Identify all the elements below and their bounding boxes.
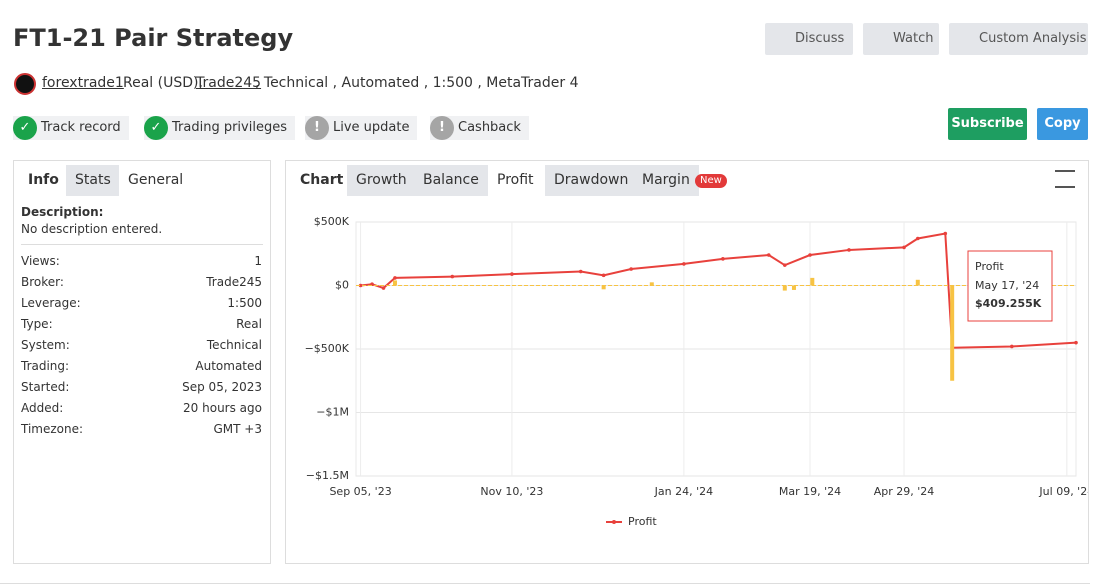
divider	[0, 583, 1090, 584]
point	[601, 273, 606, 278]
legend-label: Profit	[628, 515, 657, 528]
info-value: GMT +3	[213, 422, 263, 436]
page-title: FT1-21 Pair Strategy	[13, 24, 294, 52]
point	[381, 286, 386, 290]
tooltip-name: Profit	[975, 260, 1004, 273]
new-badge: New	[695, 174, 727, 188]
badge: Trading privileges	[144, 116, 295, 140]
x-tick-label: Jul 09, '24	[1038, 485, 1088, 498]
info-label: Timezone:	[21, 422, 84, 436]
copy-button[interactable]: Copy	[1037, 108, 1088, 140]
bar	[810, 277, 815, 286]
y-tick-label: $0	[335, 279, 349, 292]
x-tick-label: Jan 24, '24	[654, 485, 713, 498]
bar	[791, 285, 796, 290]
point	[915, 236, 920, 241]
tooltip	[967, 250, 1053, 322]
header-button[interactable]: Discuss	[765, 23, 853, 55]
info-value: Automated	[195, 359, 262, 373]
header-button[interactable]: Custom Analysis	[949, 23, 1088, 55]
y-tick-label: $500K	[314, 215, 350, 228]
chart-tab[interactable]: Balance	[414, 165, 488, 196]
info-label: Views:	[21, 254, 60, 268]
point	[682, 262, 686, 266]
chart: $500K $0 −$500K −$1M −$1.5M Sep 05, '23 Nov 10…	[305, 215, 1088, 528]
info-tab[interactable]: Info	[19, 165, 68, 196]
user-link[interactable]: forextrade1	[42, 75, 124, 91]
point	[943, 231, 948, 236]
point	[393, 276, 397, 280]
x-tick-label: Mar 19, '24	[779, 485, 841, 498]
bar	[601, 285, 606, 290]
separator	[21, 244, 263, 245]
info-tab[interactable]: Stats	[66, 165, 120, 196]
y-tick-label: −$500K	[305, 342, 350, 355]
badge-icon: !	[305, 116, 329, 140]
info-label: System:	[21, 338, 70, 352]
chart-tab[interactable]: Chart	[291, 165, 353, 196]
info-value: Real	[236, 317, 262, 331]
info-tab[interactable]: General	[119, 165, 193, 196]
point	[1074, 340, 1078, 345]
badge-icon: ✓	[144, 116, 168, 140]
bar	[950, 285, 955, 381]
x-tick-label: Nov 10, '23	[480, 485, 543, 498]
point	[358, 283, 363, 288]
info-label: Trading:	[21, 359, 70, 373]
chart-tab[interactable]: Drawdown	[545, 165, 638, 196]
x-tick-label: Sep 05, '23	[329, 485, 391, 498]
info-label: Type:	[21, 317, 53, 331]
chart-tab[interactable]: Growth	[347, 165, 416, 196]
point	[450, 274, 455, 279]
point	[578, 269, 583, 274]
y-tick-label: −$1M	[316, 406, 349, 419]
point	[766, 253, 771, 257]
y-tick-label: −$1.5M	[306, 469, 349, 482]
header-button[interactable]: Watch	[863, 23, 939, 55]
bar	[915, 279, 920, 286]
point	[510, 272, 514, 276]
point	[1009, 344, 1014, 349]
point	[782, 263, 787, 267]
badge-icon: ✓	[13, 116, 37, 140]
point	[629, 267, 633, 271]
info-value: Sep 05, 2023	[182, 380, 262, 394]
info-value: 1:500	[227, 296, 262, 310]
broker-link[interactable]: Trade245	[196, 75, 262, 91]
tooltip-value: $409.255K	[975, 297, 1042, 310]
chart-panel	[285, 160, 1089, 564]
info-label: Leverage:	[21, 296, 81, 310]
point	[847, 248, 851, 252]
info-label: Broker:	[21, 275, 64, 289]
point	[902, 245, 906, 250]
subscribe-button[interactable]: Subscribe	[948, 108, 1027, 140]
description: No description entered.	[21, 222, 163, 236]
account-type: Real (USD),	[123, 75, 203, 91]
point	[808, 253, 812, 257]
info-value: 1	[254, 254, 262, 268]
chart-settings[interactable]	[1055, 170, 1075, 188]
bar	[649, 282, 654, 286]
info-value: Trade245	[206, 275, 262, 289]
badge-icon: !	[430, 116, 454, 140]
info-value: 20 hours ago	[183, 401, 262, 415]
description-label: Description:	[21, 205, 104, 219]
bar	[392, 280, 397, 286]
account-details: , Technical , Automated , 1:500 , MetaTr…	[255, 75, 579, 91]
avatar	[14, 73, 36, 95]
info-panel	[13, 160, 271, 564]
chart-tab[interactable]: Margin	[633, 165, 699, 196]
x-tick-label: Apr 29, '24	[874, 485, 935, 498]
bar	[782, 285, 787, 291]
info-value: Technical	[206, 338, 262, 352]
info-label: Started:	[21, 380, 70, 394]
tooltip-date: May 17, '24	[975, 279, 1039, 292]
chart-tab[interactable]: Profit	[488, 165, 543, 196]
point	[721, 257, 725, 261]
legend-dot	[612, 520, 616, 524]
info-label: Added:	[21, 401, 64, 415]
